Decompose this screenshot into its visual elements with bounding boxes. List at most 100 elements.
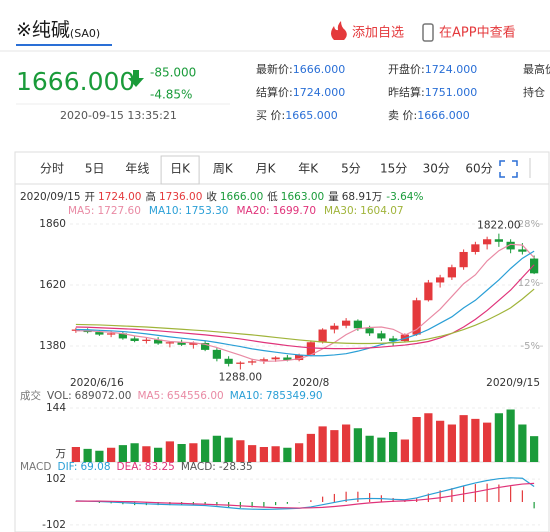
candle-body bbox=[107, 333, 116, 335]
candle-body bbox=[330, 325, 339, 330]
macd-legend-name: MACD: bbox=[181, 461, 216, 473]
volume-bar bbox=[224, 437, 233, 462]
info-label: 高 bbox=[145, 190, 156, 203]
candle-body bbox=[306, 342, 315, 355]
quote-time: 2020-09-15 13:35:21 bbox=[60, 109, 177, 122]
volume-bar bbox=[212, 435, 221, 462]
fullscreen-icon[interactable] bbox=[499, 160, 518, 178]
volume-bar bbox=[130, 443, 139, 462]
candle-body bbox=[389, 338, 398, 341]
field-label: 昨结算: bbox=[388, 85, 425, 99]
candle-body bbox=[118, 333, 127, 339]
volume-bar bbox=[142, 446, 151, 462]
info-date: 2020/09/15 bbox=[20, 191, 81, 203]
volume-bar bbox=[365, 435, 374, 462]
field-value: 1665.000 bbox=[285, 109, 338, 122]
volume-bar bbox=[189, 443, 198, 462]
volume-legend-value: 785349.90 bbox=[266, 390, 323, 402]
field-label: 卖 价: bbox=[388, 109, 417, 122]
volume-bar bbox=[295, 443, 304, 462]
volume-bar bbox=[494, 413, 503, 462]
tab[interactable]: 周K bbox=[213, 162, 234, 176]
volume-bar bbox=[447, 424, 456, 462]
quote-field: 持仓 bbox=[523, 85, 545, 99]
macd-legend-value: -28.35 bbox=[219, 461, 253, 473]
volume-unit: 万 bbox=[56, 448, 67, 460]
title: ※纯碱(SA0) bbox=[16, 19, 100, 41]
volume-bar bbox=[306, 433, 315, 462]
tab[interactable]: 年K bbox=[298, 162, 319, 176]
ma-name: MA10: bbox=[149, 205, 182, 217]
tab[interactable]: 5分 bbox=[341, 162, 361, 176]
kline-chart: 2020/09/15 开 1724.00 高 1736.00 收 1666.00 低 1663.… bbox=[20, 190, 543, 531]
candle-body bbox=[177, 342, 186, 345]
ma-value: 1699.70 bbox=[273, 205, 316, 217]
candle-body bbox=[494, 239, 503, 242]
field-value: 1724.000 bbox=[293, 86, 346, 99]
ma-line bbox=[75, 264, 535, 350]
candle-body bbox=[248, 361, 257, 363]
phone-icon bbox=[422, 23, 434, 42]
candle-body bbox=[142, 339, 151, 341]
volume-bar bbox=[83, 448, 92, 462]
volume-bar bbox=[353, 428, 362, 462]
candle-body bbox=[201, 343, 210, 350]
y2-tick-label: -5% bbox=[521, 341, 540, 352]
info-label: 量 bbox=[328, 191, 339, 203]
tab[interactable]: 月K bbox=[256, 162, 277, 176]
tab[interactable]: 5日 bbox=[85, 162, 105, 176]
down-arrow bbox=[128, 70, 144, 87]
volume-bar bbox=[236, 440, 245, 462]
volume-legend-value: 654556.00 bbox=[167, 390, 224, 402]
ma-line bbox=[75, 288, 535, 345]
candle-body bbox=[154, 339, 163, 344]
open-app[interactable]: 在APP中查看 bbox=[439, 25, 516, 41]
field-value: 1666.000 bbox=[293, 63, 346, 76]
info-label: 低 bbox=[267, 190, 278, 203]
info-value: 68.91万 bbox=[342, 191, 383, 203]
volume-bar bbox=[424, 413, 433, 462]
volume-bar bbox=[377, 437, 386, 462]
info-label: 收 bbox=[206, 190, 217, 203]
quote-field: 开盘价:1724.000 bbox=[388, 62, 477, 76]
change: -85.000 bbox=[150, 66, 196, 80]
candle-body bbox=[236, 362, 245, 364]
quote-field: 买 价:1665.000 bbox=[256, 109, 338, 122]
x-tick-label: 2020/6/16 bbox=[70, 377, 124, 389]
change-pct: -4.85% bbox=[150, 88, 192, 102]
volume-legend-name: VOL: bbox=[47, 390, 72, 402]
volume-bar bbox=[471, 418, 480, 462]
tab[interactable]: 分时 bbox=[40, 162, 64, 176]
volume-bar bbox=[318, 426, 327, 462]
y-tick-label: 102 bbox=[46, 473, 66, 485]
volume-bar bbox=[177, 444, 186, 462]
y-tick-label: -102 bbox=[42, 519, 66, 531]
title-text: ※纯碱 bbox=[16, 19, 70, 41]
volume-bar bbox=[389, 432, 398, 462]
tab[interactable]: 30分 bbox=[423, 162, 450, 176]
ma-legend: MA5: 1727.60 MA10: 1753.30 MA20: 1699.70 MA30:… bbox=[68, 205, 404, 217]
candle-body bbox=[212, 349, 221, 359]
candle-body bbox=[436, 277, 445, 283]
candle-body bbox=[71, 329, 80, 331]
volume-bar bbox=[165, 441, 174, 462]
tab[interactable]: 60分 bbox=[465, 162, 492, 176]
y-tick-label: 1380 bbox=[39, 340, 66, 352]
info-value: 1736.00 bbox=[159, 191, 202, 203]
macd-legend-name: DEA: bbox=[117, 461, 142, 473]
volume-bar bbox=[107, 447, 116, 462]
tab[interactable]: 15分 bbox=[380, 162, 407, 176]
ma-value: 1604.07 bbox=[360, 205, 403, 217]
volume-bar bbox=[154, 447, 163, 462]
y-tick-label: 144 bbox=[46, 402, 66, 414]
quote-field: 昨结算:1751.000 bbox=[388, 85, 477, 99]
tab[interactable]: 日K bbox=[170, 162, 191, 176]
volume-bar bbox=[483, 422, 492, 462]
tab[interactable]: 年线 bbox=[125, 162, 149, 176]
add-watchlist[interactable]: 添加自选 bbox=[352, 26, 404, 41]
field-value: 1751.000 bbox=[425, 86, 478, 99]
info-line: 2020/09/15 开 1724.00 高 1736.00 收 1666.00 低 1663.… bbox=[20, 190, 423, 203]
flame-icon bbox=[331, 21, 347, 40]
